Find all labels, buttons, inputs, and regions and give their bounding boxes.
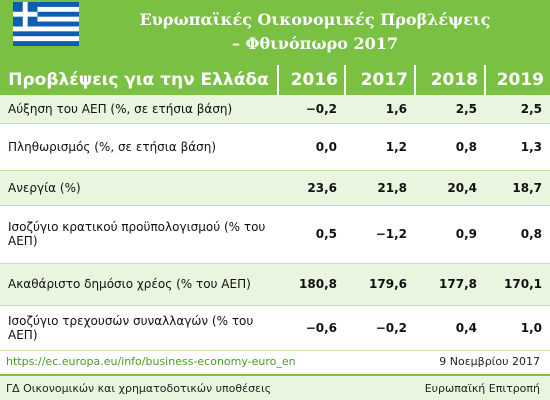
column-header: Προβλέψεις για την Ελλάδα [0,65,278,95]
table-row: Ισοζύγιο κρατικού προϋπολογισμού (% του … [0,205,550,264]
cell-value: 0,5 [278,205,345,264]
cell-value: 1,6 [345,95,415,124]
row-label: Αύξηση του ΑΕΠ (%, σε ετήσια βάση) [0,95,278,124]
cell-value: −0,2 [278,95,345,124]
institution: Ευρωπαϊκή Επιτροπή [424,382,540,395]
cell-value: 1,3 [485,123,550,171]
cell-value: −0,2 [345,305,415,351]
cell-value: 179,6 [345,263,415,306]
cell-value: 21,8 [345,170,415,206]
title-line: – Φθινόπωρο 2017 [231,34,399,53]
column-header: 2018 [414,65,485,95]
row-label: Ισοζύγιο κρατικού προϋπολογισμού (% του … [0,205,278,264]
date: 9 Νοεμβρίου 2017 [439,355,540,368]
row-label: Πληθωρισμός (%, σε ετήσια βάση) [0,123,278,171]
column-header: 2019 [484,65,550,95]
cell-value: 20,4 [415,170,485,206]
cell-value: 0,9 [415,205,485,264]
cell-value: 180,8 [278,263,345,306]
table-row: Ακαθάριστο δημόσιο χρέος (% του ΑΕΠ) 180,… [0,263,550,306]
source-link[interactable]: https://ec.europa.eu/info/business-econo… [6,355,296,368]
cell-value: 23,6 [278,170,345,206]
column-header: 2017 [344,65,415,95]
greek-flag [13,2,79,46]
column-header: 2016 [277,65,345,95]
table-row: Ανεργία (%) 23,6 21,8 20,4 18,7 [0,170,550,206]
cell-value: 0,4 [415,305,485,351]
cell-value: 18,7 [485,170,550,206]
cell-value: −1,2 [345,205,415,264]
cell-value: 0,0 [278,123,345,171]
title-line: Ευρωπαϊκές Οικονομικές Προβλέψεις [139,10,491,29]
forecast-table: Προβλέψεις για την Ελλάδα 2016 2017 2018 201… [0,65,550,351]
footer-band [0,374,550,400]
cell-value: 1,2 [345,123,415,171]
table-row: Πληθωρισμός (%, σε ετήσια βάση) 0,0 1,2 0,8… [0,123,550,171]
cell-value: 177,8 [415,263,485,306]
cell-value: 1,0 [485,305,550,351]
cell-value: −0,6 [278,305,345,351]
row-label: Ισοζύγιο τρεχουσών συναλλαγών (% του ΑΕΠ… [0,305,278,351]
cell-value: 170,1 [485,263,550,306]
header-band [0,0,550,65]
department: ΓΔ Οικονομικών και χρηματοδοτικών υποθέσ… [6,382,272,395]
cell-value: 2,5 [415,95,485,124]
row-label: Ακαθάριστο δημόσιο χρέος (% του ΑΕΠ) [0,263,278,306]
header-row: Προβλέψεις για την Ελλάδα 2016 2017 2018 201… [0,65,550,95]
cell-value: 2,5 [485,95,550,124]
table-row: Ισοζύγιο τρεχουσών συναλλαγών (% του ΑΕΠ… [0,305,550,351]
cell-value: 0,8 [485,205,550,264]
row-label: Ανεργία (%) [0,170,278,206]
table-row: Αύξηση του ΑΕΠ (%, σε ετήσια βάση) −0,2 1,… [0,95,550,124]
cell-value: 0,8 [415,123,485,171]
